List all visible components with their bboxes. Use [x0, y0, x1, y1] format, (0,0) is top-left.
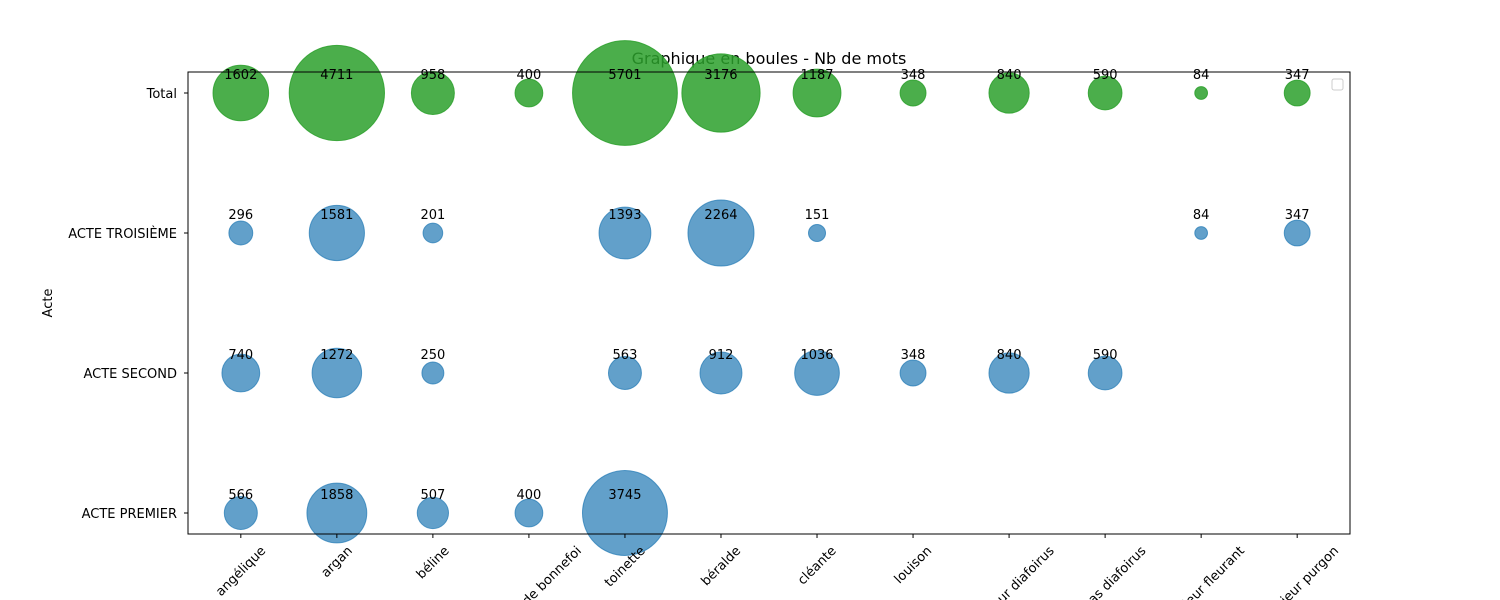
bubble: [988, 352, 1030, 394]
plot-frame: [187, 71, 1351, 535]
data-label: 1036: [800, 348, 833, 363]
data-label: 400: [517, 68, 542, 83]
data-label: 347: [1285, 208, 1310, 223]
data-label: 507: [420, 488, 445, 503]
bubble: [794, 350, 840, 396]
bubble: [581, 470, 668, 556]
bubble: [807, 223, 827, 243]
data-label: 348: [901, 348, 926, 363]
data-label: 400: [517, 488, 542, 503]
data-label: 840: [997, 348, 1022, 363]
bubble: [687, 199, 755, 267]
bubble: [1194, 86, 1209, 100]
data-label: 296: [228, 208, 253, 223]
data-label: 912: [709, 348, 734, 363]
y-tick-label: Total: [146, 87, 177, 102]
data-label: 250: [420, 348, 445, 363]
bubble: [212, 64, 270, 122]
data-label: 840: [997, 68, 1022, 83]
data-label: 566: [228, 488, 253, 503]
bubble: [308, 204, 365, 262]
bubble: [422, 222, 444, 244]
data-label: 201: [420, 208, 445, 223]
bubble: [1194, 226, 1209, 240]
data-label: 2264: [704, 208, 737, 223]
bubble: [572, 40, 678, 146]
data-label: 1858: [320, 488, 353, 503]
bubble: [607, 356, 642, 390]
data-label: 4711: [320, 68, 353, 83]
bubble: [598, 206, 652, 260]
bubble: [514, 78, 544, 108]
data-label: 3745: [608, 488, 641, 503]
bubble: [681, 53, 761, 133]
bubble: [311, 347, 363, 399]
data-label: 347: [1285, 68, 1310, 83]
y-tick-label: ACTE TROISIÈME: [68, 226, 177, 242]
data-label: 958: [420, 68, 445, 83]
data-label: 1602: [224, 68, 257, 83]
data-label: 740: [228, 348, 253, 363]
y-axis-label: Acte: [41, 289, 56, 318]
bubble: [899, 359, 927, 387]
data-label: 151: [805, 208, 830, 223]
data-label: 590: [1093, 68, 1118, 83]
data-label: 1272: [320, 348, 353, 363]
data-label: 84: [1193, 68, 1210, 83]
y-tick-label: ACTE PREMIER: [82, 507, 177, 522]
data-label: 5701: [608, 68, 641, 83]
data-label: 1581: [320, 208, 353, 223]
legend-box: [1331, 78, 1344, 91]
bubble: [306, 482, 368, 544]
data-label: 3176: [704, 68, 737, 83]
bubble: [288, 44, 385, 142]
bubble: [221, 353, 261, 393]
data-label: 84: [1193, 208, 1210, 223]
chart-title: Graphique en boules - Nb de mots: [632, 49, 907, 68]
bubble: [1283, 219, 1311, 247]
bubble: [223, 495, 258, 531]
bubble: [228, 220, 254, 246]
bubble: [899, 79, 927, 107]
data-label: 563: [613, 348, 638, 363]
bubble: [421, 361, 445, 385]
bubble: [416, 496, 450, 530]
y-tick-label: ACTE SECOND: [83, 367, 177, 382]
bubble: [792, 68, 842, 118]
data-label: 1187: [800, 68, 833, 83]
data-label: 1393: [608, 208, 641, 223]
bubble: [514, 498, 544, 528]
bubble: [988, 72, 1030, 114]
data-label: 348: [901, 68, 926, 83]
bubble: [1087, 355, 1123, 391]
bubble: [699, 351, 743, 395]
bubble: [1087, 75, 1123, 111]
bubble: [1283, 79, 1311, 107]
data-label: 590: [1093, 348, 1118, 363]
